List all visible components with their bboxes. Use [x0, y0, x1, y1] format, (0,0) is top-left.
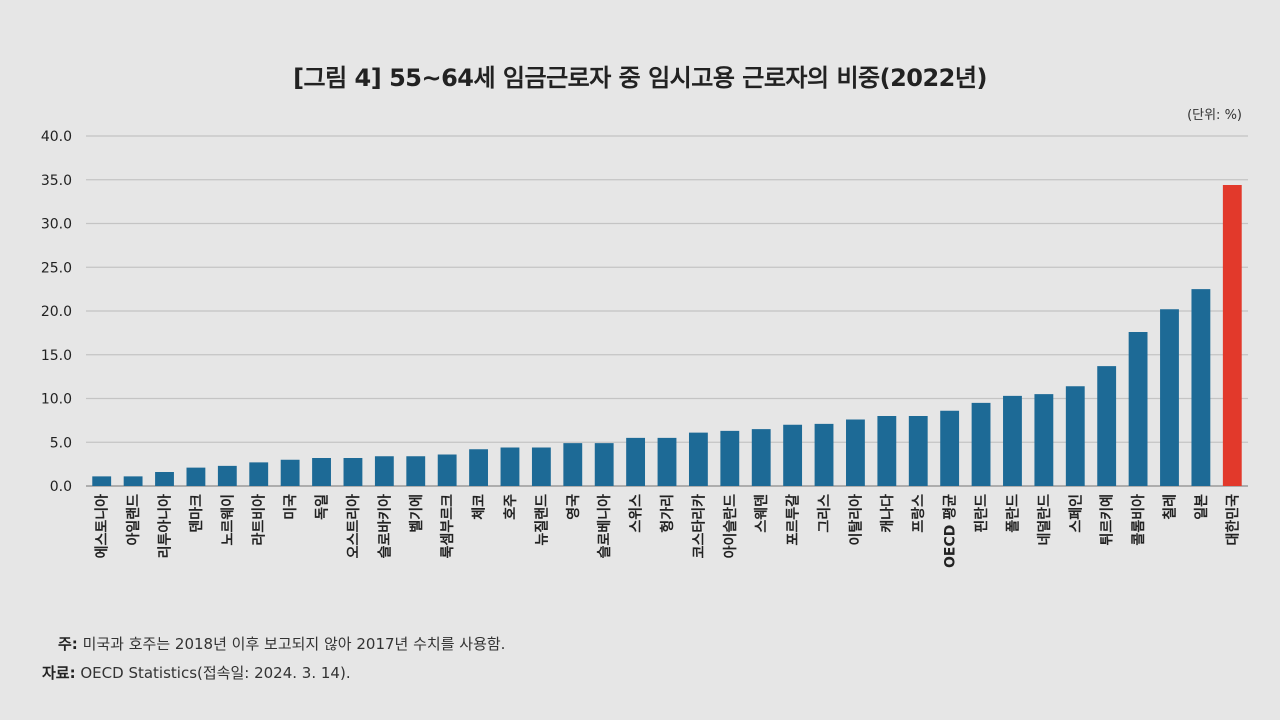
x-tick-label: 벨기에	[409, 494, 425, 533]
bar	[1160, 309, 1179, 486]
y-tick-label: 15.0	[41, 348, 72, 364]
x-tick-label: 영국	[565, 494, 582, 520]
x-tick-label: 스위스	[629, 494, 645, 533]
x-tick-label: 이탈리아	[847, 494, 864, 546]
source-note: 자료: OECD Statistics(접속일: 2024. 3. 14).	[42, 662, 351, 683]
bar	[155, 472, 174, 486]
x-tick-label: 슬로바키아	[376, 494, 393, 559]
x-tick-label: 슬로베니아	[596, 494, 613, 559]
x-tick-label: 독일	[315, 494, 331, 520]
x-tick-label: 프랑스	[911, 494, 927, 533]
source-label: 자료:	[42, 664, 76, 682]
x-axis-labels: 에스토니아 아일랜드 리투아니아 덴마크 노르웨이 라트비아 미국 독일 오스트리아 슬로바키아 벨…	[94, 494, 1242, 568]
x-tick-label: 아일랜드	[125, 494, 142, 546]
y-tick-label: 10.0	[41, 392, 72, 408]
x-tick-label: 튀르키예	[1100, 494, 1116, 546]
bar	[783, 424, 803, 486]
x-tick-label: 네덜란드	[1036, 494, 1053, 546]
bar	[500, 447, 520, 486]
x-tick-label: 포르투갈	[786, 494, 802, 546]
x-tick-label: 라트비아	[251, 494, 268, 546]
bar	[343, 458, 363, 486]
bar	[626, 437, 646, 486]
bar	[1191, 289, 1211, 486]
x-tick-label: 호주	[503, 494, 519, 520]
bar	[312, 458, 331, 486]
bar	[720, 430, 740, 486]
bar	[92, 476, 112, 486]
bar	[1065, 386, 1085, 486]
x-tick-label: 노르웨이	[219, 494, 236, 546]
chart-title: [그림 4] 55~64세 임금근로자 중 임시고용 근로자의 비중(2022년…	[293, 64, 987, 92]
footnote-label: 주:	[58, 635, 78, 653]
bar	[846, 419, 865, 486]
x-tick-label: 핀란드	[973, 494, 990, 533]
bar	[437, 454, 457, 486]
y-axis-ticks: 0.0 5.0 10.0 15.0 20.0 25.0 30.0 35.0 40.0	[41, 129, 72, 495]
x-tick-label: 아이슬란드	[722, 494, 739, 559]
x-tick-label: 에스토니아	[94, 494, 111, 559]
bar	[249, 462, 269, 486]
y-tick-label: 5.0	[50, 435, 72, 451]
x-tick-label: 체코	[472, 494, 488, 520]
y-tick-label: 0.0	[50, 479, 72, 495]
bar	[217, 465, 237, 486]
x-tick-label: 뉴질랜드	[533, 494, 550, 546]
x-tick-label: 룩셈부르크	[439, 494, 456, 559]
x-tick-label: 리투아니아	[157, 494, 174, 559]
bar	[688, 432, 708, 486]
bar	[186, 467, 206, 486]
bar	[971, 402, 991, 486]
footnote: 주: 미국과 호주는 2018년 이후 보고되지 않아 2017년 수치를 사용…	[58, 633, 505, 654]
x-tick-label: 미국	[283, 494, 299, 520]
bars	[92, 185, 1242, 486]
x-tick-label: 폴란드	[1004, 494, 1021, 533]
x-tick-label: 오스트리아	[345, 494, 362, 559]
x-tick-label: 스웨덴	[754, 494, 770, 533]
bar	[1222, 185, 1242, 486]
x-tick-label: 대한민국	[1224, 494, 1241, 546]
bar	[908, 416, 928, 486]
x-tick-label: OECD 평균	[942, 494, 959, 568]
source-text: OECD Statistics(접속일: 2024. 3. 14).	[75, 664, 351, 682]
bar	[406, 456, 426, 486]
x-tick-label: 헝가리	[659, 494, 676, 533]
bar	[751, 429, 771, 486]
bar	[1003, 395, 1022, 486]
bar	[940, 410, 960, 486]
bar	[814, 423, 834, 486]
x-tick-label: 덴마크	[189, 494, 205, 533]
bar	[469, 449, 488, 486]
bar	[1097, 366, 1117, 486]
x-tick-label: 콜롬비아	[1130, 494, 1147, 546]
bar	[877, 416, 897, 486]
footnote-text: 미국과 호주는 2018년 이후 보고되지 않아 2017년 수치를 사용함.	[77, 635, 506, 653]
bar	[1034, 394, 1054, 486]
y-tick-label: 35.0	[41, 173, 72, 189]
bar	[531, 447, 551, 486]
bar	[374, 456, 394, 486]
bar	[1128, 332, 1148, 486]
x-tick-label: 일본	[1194, 494, 1210, 520]
y-tick-label: 40.0	[41, 129, 72, 145]
x-tick-label: 칠레	[1161, 494, 1178, 520]
bar	[123, 476, 143, 486]
y-tick-label: 25.0	[41, 260, 72, 276]
x-tick-label: 그리스	[817, 494, 833, 533]
bar	[563, 443, 583, 486]
y-tick-label: 30.0	[41, 217, 72, 233]
bar	[657, 437, 677, 486]
unit-label: (단위: %)	[1187, 108, 1242, 123]
x-tick-label: 캐나다	[880, 494, 896, 533]
x-tick-label: 코스타리카	[691, 494, 707, 559]
bar	[594, 443, 614, 486]
y-tick-label: 20.0	[41, 304, 72, 320]
bar	[280, 459, 300, 486]
x-tick-label: 스페인	[1067, 494, 1084, 533]
